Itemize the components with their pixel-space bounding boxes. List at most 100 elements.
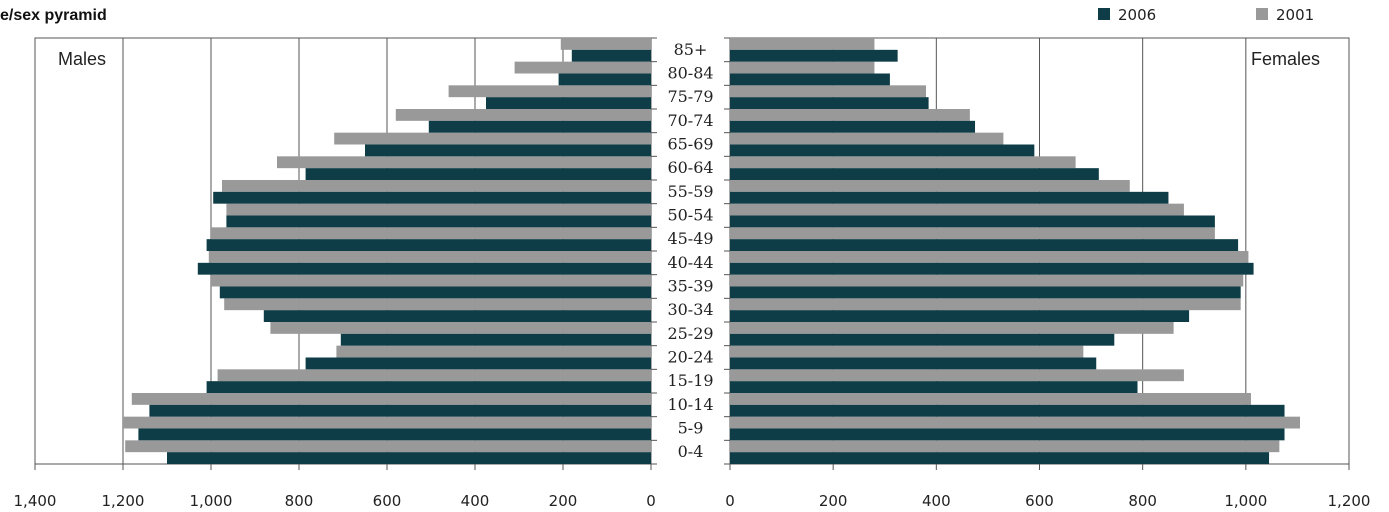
age-label-50-54: 50-54: [667, 206, 713, 225]
bar-males-2006-65-69: [365, 144, 651, 157]
bar-males-2006-55-59: [213, 191, 651, 204]
females-tick-label: 0: [725, 492, 735, 510]
age-label-15-19: 15-19: [667, 371, 713, 390]
bar-females-2001-35-39: [730, 274, 1244, 287]
bar-males-2001-50-54: [226, 203, 651, 216]
bar-males-2001-75-79: [448, 85, 651, 98]
bar-males-2001-15-19: [217, 369, 651, 382]
bar-males-2006-85+: [571, 49, 651, 62]
age-label-80-84: 80-84: [667, 64, 713, 83]
age-label-10-14: 10-14: [667, 395, 713, 414]
males-tick-label: 800: [285, 492, 314, 510]
bar-males-2001-80-84: [514, 61, 651, 74]
males-tick-label: 600: [373, 492, 402, 510]
bar-males-2006-75-79: [486, 97, 651, 109]
age-group-labels: 0-4 5-9 10-14 15-19 20-24 25-29 30-34 35-39 40-4…: [651, 37, 730, 465]
age-label-75-79: 75-79: [667, 87, 713, 106]
bar-males-2006-5-9: [138, 428, 651, 441]
age-label-85+: 85+: [674, 40, 708, 59]
females-panel: 0 200 400 600 800 1,000 1,200: [725, 37, 1370, 510]
age-label-55-59: 55-59: [667, 182, 713, 201]
bar-males-2006-20-24: [305, 357, 651, 370]
bar-females-2001-70-74: [730, 109, 970, 121]
legend-label-2001: 2001: [1276, 6, 1314, 24]
bar-females-2006-15-19: [730, 381, 1138, 393]
age-label-60-64: 60-64: [667, 158, 713, 177]
bar-males-2001-55-59: [222, 180, 651, 192]
bar-females-2001-15-19: [730, 369, 1184, 382]
bar-males-2006-10-14: [149, 404, 651, 417]
bar-females-2001-30-34: [730, 298, 1241, 311]
bar-females-2001-40-44: [730, 251, 1249, 263]
males-tick-label: 400: [461, 492, 490, 510]
bar-females-2006-60-64: [730, 168, 1099, 180]
males-tick-label: 0: [646, 492, 656, 510]
bar-females-2006-20-24: [730, 357, 1097, 370]
bar-males-2006-25-29: [340, 333, 651, 346]
bar-females-2006-35-39: [730, 286, 1241, 299]
age-label-45-49: 45-49: [667, 229, 713, 248]
bar-males-2001-85+: [560, 38, 651, 50]
females-panel-label: Females: [1251, 49, 1320, 69]
bar-females-2001-45-49: [730, 227, 1215, 240]
bar-females-2006-65-69: [730, 144, 1035, 157]
males-tick-label: 1,400: [14, 492, 57, 510]
age-label-40-44: 40-44: [667, 253, 713, 272]
bar-females-2001-85+: [730, 38, 875, 50]
age-label-35-39: 35-39: [667, 277, 713, 296]
females-tick-label: 200: [819, 492, 848, 510]
bar-females-2001-5-9: [730, 416, 1300, 429]
bar-females-2001-55-59: [730, 180, 1130, 192]
legend-label-2006: 2006: [1118, 6, 1156, 24]
bar-males-2001-70-74: [395, 109, 651, 121]
bar-males-2006-80-84: [558, 73, 651, 86]
males-tick-label: 1,000: [190, 492, 233, 510]
bar-males-2006-70-74: [428, 120, 651, 133]
bar-females-2006-10-14: [730, 404, 1285, 417]
bar-females-2001-80-84: [730, 61, 875, 74]
bar-males-2001-40-44: [208, 251, 652, 263]
bar-females-2006-75-79: [730, 97, 929, 109]
bar-males-2001-0-4: [125, 440, 651, 453]
bar-males-2006-15-19: [206, 381, 651, 393]
bar-females-2006-0-4: [730, 452, 1270, 464]
bar-females-2006-5-9: [730, 428, 1285, 441]
age-label-20-24: 20-24: [667, 348, 713, 367]
bar-males-2001-65-69: [334, 132, 651, 145]
bar-females-2001-65-69: [730, 132, 1004, 145]
bar-males-2006-0-4: [167, 452, 651, 464]
bar-females-2006-55-59: [730, 191, 1169, 204]
bar-males-2001-25-29: [270, 322, 651, 334]
bar-females-2001-0-4: [730, 440, 1280, 453]
age-label-25-29: 25-29: [667, 324, 713, 343]
bar-males-2006-30-34: [263, 310, 651, 322]
bar-males-2006-60-64: [305, 168, 651, 180]
bar-females-2001-10-14: [730, 393, 1251, 405]
bar-females-2006-70-74: [730, 120, 976, 133]
bar-females-2006-45-49: [730, 239, 1239, 251]
bar-females-2001-50-54: [730, 203, 1184, 216]
bar-females-2001-25-29: [730, 322, 1174, 334]
bar-females-2006-50-54: [730, 215, 1215, 228]
bar-males-2001-30-34: [224, 298, 651, 311]
males-panel: 1,400 1,200 1,000 800 600 400 200 0: [14, 37, 656, 510]
bar-males-2006-40-44: [197, 262, 652, 275]
age-label-0-4: 0-4: [678, 442, 704, 461]
legend: 2006 2001: [1098, 6, 1314, 24]
bar-males-2001-20-24: [336, 345, 651, 358]
bar-males-2006-45-49: [206, 239, 651, 251]
bar-females-2006-40-44: [730, 262, 1254, 275]
males-panel-label: Males: [58, 49, 106, 69]
bar-males-2001-35-39: [211, 274, 651, 287]
females-tick-label: 800: [1128, 492, 1157, 510]
females-tick-label: 1,000: [1224, 492, 1267, 510]
chart-title: e/sex pyramid: [0, 7, 107, 24]
age-label-30-34: 30-34: [667, 300, 713, 319]
bar-females-2006-85+: [730, 49, 898, 62]
age-label-65-69: 65-69: [667, 135, 713, 154]
females-tick-label: 400: [922, 492, 951, 510]
age-label-5-9: 5-9: [678, 419, 704, 438]
bar-females-2006-80-84: [730, 73, 890, 86]
bar-males-2001-60-64: [277, 156, 651, 169]
